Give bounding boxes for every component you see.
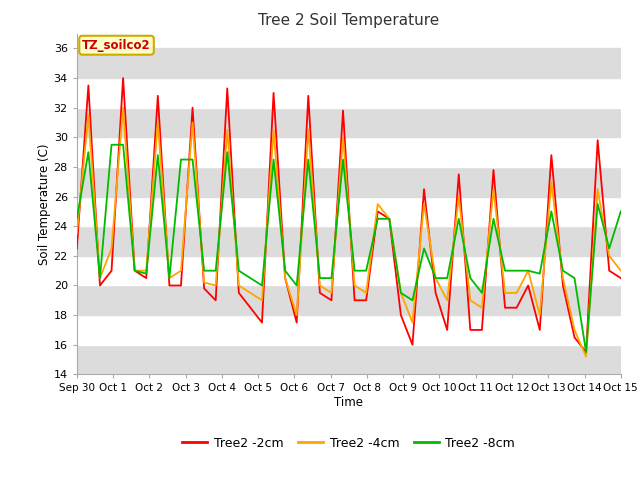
Legend: Tree2 -2cm, Tree2 -4cm, Tree2 -8cm: Tree2 -2cm, Tree2 -4cm, Tree2 -8cm [177, 432, 520, 455]
Bar [77, 167, 621, 197]
Bar [77, 108, 621, 137]
Bar [77, 137, 621, 167]
Bar [77, 48, 621, 78]
Bar [77, 197, 621, 226]
Y-axis label: Soil Temperature (C): Soil Temperature (C) [38, 143, 51, 265]
Bar [77, 315, 621, 345]
Bar [77, 256, 621, 286]
Title: Tree 2 Soil Temperature: Tree 2 Soil Temperature [258, 13, 440, 28]
X-axis label: Time: Time [334, 396, 364, 409]
Bar [77, 286, 621, 315]
Bar [77, 345, 621, 374]
Text: TZ_soilco2: TZ_soilco2 [82, 39, 151, 52]
Bar [77, 78, 621, 108]
Bar [77, 226, 621, 256]
